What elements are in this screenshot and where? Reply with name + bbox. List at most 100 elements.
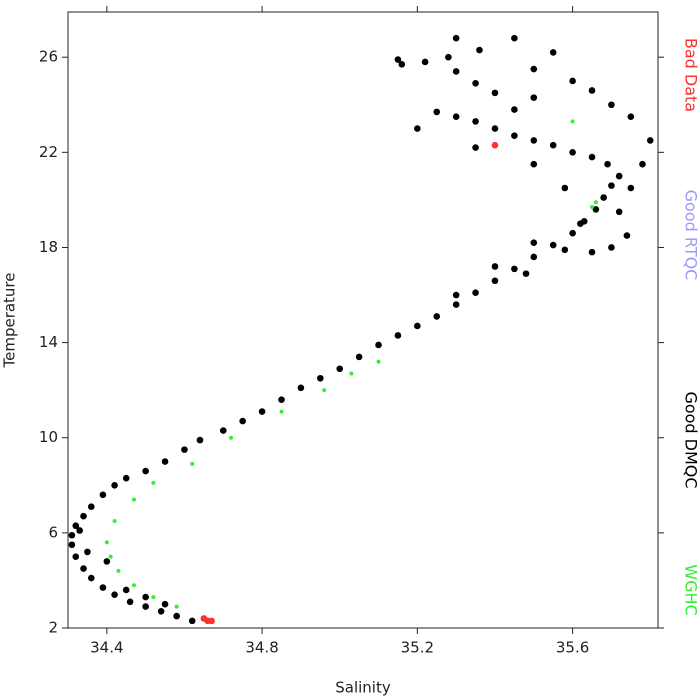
data-point (151, 595, 156, 600)
data-point (99, 491, 107, 499)
data-point (80, 512, 87, 520)
data-point (472, 80, 479, 87)
data-point (569, 77, 576, 85)
data-point (476, 46, 483, 54)
data-point (278, 396, 285, 403)
x-tick-label: 34.4 (90, 639, 123, 657)
legend-label: Good RTQC (682, 190, 700, 281)
data-point (588, 248, 596, 256)
data-point (131, 497, 136, 502)
data-point (491, 125, 499, 132)
legend-label: WGHC (682, 564, 700, 615)
data-point (122, 586, 130, 594)
data-point (190, 461, 195, 466)
x-axis-title: Salinity (335, 679, 391, 697)
data-point (452, 68, 460, 75)
data-point (80, 565, 87, 572)
data-point (279, 409, 284, 414)
data-point (549, 49, 557, 56)
y-tick-label: 10 (39, 428, 58, 446)
data-point (142, 603, 149, 610)
data-point (322, 388, 327, 393)
data-point (530, 239, 538, 247)
data-point (239, 417, 246, 425)
data-point (116, 568, 121, 573)
data-point (561, 246, 569, 254)
data-point (491, 277, 499, 285)
data-point (68, 541, 76, 549)
data-point (639, 160, 646, 168)
data-point (604, 160, 611, 168)
data-point (208, 617, 215, 625)
data-point (646, 137, 654, 144)
data-point (577, 220, 584, 227)
data-point (161, 458, 169, 465)
data-point (398, 61, 406, 68)
legend-label: Good DMQC (682, 391, 700, 488)
data-point (317, 374, 324, 382)
data-point (349, 371, 354, 376)
data-point (627, 113, 635, 120)
data-point (491, 263, 499, 270)
legend-label: Bad Data (682, 38, 700, 112)
data-point (569, 229, 576, 237)
data-point (588, 153, 596, 161)
data-point (142, 467, 149, 475)
data-point (76, 527, 83, 534)
data-point (452, 34, 460, 42)
data-point (122, 474, 130, 482)
data-point (229, 435, 234, 440)
data-point (593, 200, 598, 205)
y-tick-label: 6 (48, 523, 58, 541)
data-point (355, 353, 363, 361)
data-point (530, 94, 538, 101)
data-point (569, 149, 576, 156)
data-point (84, 548, 91, 556)
data-point (126, 598, 134, 606)
data-point (258, 408, 266, 415)
data-point (491, 141, 499, 149)
y-tick-label: 26 (39, 48, 58, 66)
data-point (151, 480, 156, 485)
data-point (336, 365, 344, 373)
data-point (530, 160, 538, 168)
data-point (414, 125, 421, 132)
y-axis-title: Temperature (1, 272, 19, 368)
y-tick-label: 14 (39, 333, 58, 351)
data-point (181, 446, 188, 453)
data-point (530, 65, 538, 73)
data-point (433, 313, 441, 320)
data-point (588, 87, 596, 94)
data-point (108, 554, 113, 559)
data-point (157, 608, 165, 615)
data-point (174, 604, 179, 609)
data-point (104, 540, 109, 545)
data-point (414, 322, 421, 330)
data-point (627, 184, 635, 192)
data-point (219, 427, 227, 434)
data-point (112, 518, 117, 523)
data-point (472, 118, 479, 125)
data-point (561, 184, 569, 192)
data-point (608, 244, 615, 251)
data-point (375, 341, 382, 349)
data-point (511, 106, 518, 113)
data-point (452, 301, 460, 308)
data-point (142, 593, 149, 601)
data-point (511, 132, 518, 139)
data-point (452, 291, 460, 299)
y-tick-label: 2 (48, 619, 58, 637)
data-point (376, 359, 381, 364)
data-point (103, 558, 111, 565)
data-point (433, 108, 441, 116)
data-point (173, 612, 180, 620)
data-point (511, 265, 518, 273)
x-tick-label: 35.2 (401, 639, 434, 657)
data-point (472, 289, 479, 296)
y-tick-label: 18 (39, 238, 58, 256)
data-point (608, 182, 615, 189)
data-point (522, 270, 530, 277)
data-point (421, 58, 429, 66)
data-point (549, 141, 557, 149)
